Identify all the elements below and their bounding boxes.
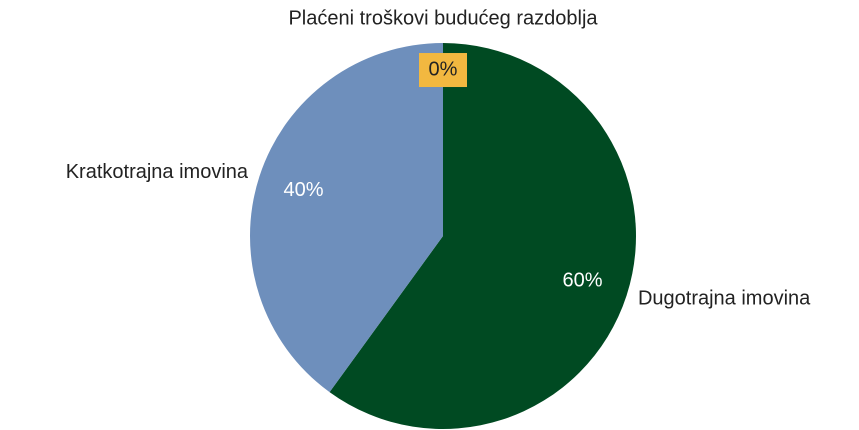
category-label: Dugotrajna imovina bbox=[638, 288, 811, 310]
category-label: Plaćeni troškovi budućeg razdoblja bbox=[288, 7, 598, 29]
pie-slice bbox=[250, 42, 443, 393]
value-label: 40% bbox=[283, 179, 323, 201]
value-label: 60% bbox=[562, 270, 602, 292]
label-box bbox=[419, 53, 467, 88]
value-label: 0% bbox=[429, 58, 458, 80]
pie-slice bbox=[329, 43, 637, 430]
category-label: Kratkotrajna imovina bbox=[66, 161, 249, 183]
